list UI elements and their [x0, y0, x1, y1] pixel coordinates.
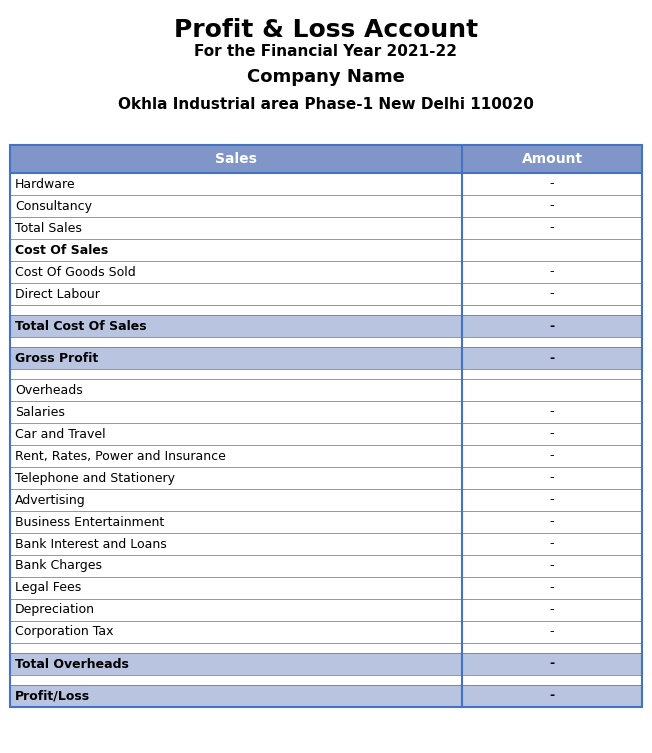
- Text: -: -: [550, 538, 554, 550]
- Text: -: -: [550, 603, 554, 617]
- Bar: [462, 145, 642, 173]
- Text: Okhla Industrial area Phase-1 New Delhi 110020: Okhla Industrial area Phase-1 New Delhi …: [118, 97, 534, 112]
- Text: Hardware: Hardware: [15, 178, 76, 191]
- Text: -: -: [550, 352, 555, 364]
- Text: Rent, Rates, Power and Insurance: Rent, Rates, Power and Insurance: [15, 450, 226, 462]
- Text: -: -: [550, 221, 554, 234]
- Bar: [10, 685, 462, 707]
- Bar: [10, 145, 462, 173]
- Text: Overheads: Overheads: [15, 383, 83, 397]
- Text: -: -: [550, 266, 554, 279]
- Text: Legal Fees: Legal Fees: [15, 581, 82, 595]
- Text: Direct Labour: Direct Labour: [15, 288, 100, 300]
- Text: Gross Profit: Gross Profit: [15, 352, 98, 364]
- Text: Car and Travel: Car and Travel: [15, 428, 106, 441]
- Text: -: -: [550, 450, 554, 462]
- Text: -: -: [550, 493, 554, 507]
- Text: Telephone and Stationery: Telephone and Stationery: [15, 471, 175, 484]
- Text: -: -: [550, 200, 554, 212]
- Text: -: -: [550, 657, 555, 670]
- Text: -: -: [550, 319, 555, 333]
- Bar: [10, 145, 642, 707]
- Text: Salaries: Salaries: [15, 406, 65, 419]
- Text: -: -: [550, 288, 554, 300]
- Bar: [10, 315, 462, 337]
- Text: Company Name: Company Name: [247, 68, 405, 86]
- Text: Corporation Tax: Corporation Tax: [15, 626, 113, 639]
- Text: -: -: [550, 428, 554, 441]
- Bar: [462, 653, 642, 675]
- Text: Cost Of Goods Sold: Cost Of Goods Sold: [15, 266, 136, 279]
- Text: -: -: [550, 178, 554, 191]
- Text: Cost Of Sales: Cost Of Sales: [15, 243, 108, 257]
- Text: Profit/Loss: Profit/Loss: [15, 690, 90, 703]
- Text: Bank Interest and Loans: Bank Interest and Loans: [15, 538, 167, 550]
- Text: -: -: [550, 516, 554, 529]
- Text: -: -: [550, 690, 555, 703]
- Text: -: -: [550, 406, 554, 419]
- Bar: [462, 347, 642, 369]
- Text: Sales: Sales: [215, 152, 257, 166]
- Text: -: -: [550, 559, 554, 572]
- Text: Profit & Loss Account: Profit & Loss Account: [174, 18, 478, 42]
- Bar: [462, 685, 642, 707]
- Text: Total Sales: Total Sales: [15, 221, 82, 234]
- Text: Total Overheads: Total Overheads: [15, 657, 129, 670]
- Text: Business Entertainment: Business Entertainment: [15, 516, 164, 529]
- Text: -: -: [550, 471, 554, 484]
- Bar: [10, 653, 462, 675]
- Text: Bank Charges: Bank Charges: [15, 559, 102, 572]
- Bar: [462, 315, 642, 337]
- Text: Amount: Amount: [522, 152, 583, 166]
- Text: Total Cost Of Sales: Total Cost Of Sales: [15, 319, 147, 333]
- Text: -: -: [550, 626, 554, 639]
- Text: For the Financial Year 2021-22: For the Financial Year 2021-22: [194, 44, 458, 59]
- Bar: [10, 347, 462, 369]
- Text: Depreciation: Depreciation: [15, 603, 95, 617]
- Text: Consultancy: Consultancy: [15, 200, 92, 212]
- Text: -: -: [550, 581, 554, 595]
- Text: Advertising: Advertising: [15, 493, 86, 507]
- Bar: [10, 145, 642, 707]
